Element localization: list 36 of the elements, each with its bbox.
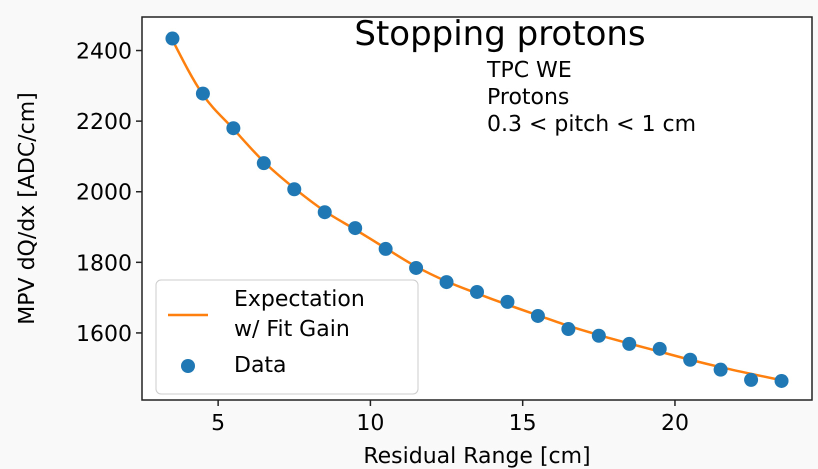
legend-label: Expectation w/ Fit Gain [234, 287, 365, 342]
point [287, 182, 302, 196]
point [500, 294, 514, 309]
point [622, 336, 636, 351]
point [530, 308, 545, 323]
point [256, 156, 271, 170]
x-axis-title: Residual Range [cm] [363, 444, 591, 469]
x-tick-label: 5 [211, 411, 226, 436]
point [561, 322, 576, 336]
point [165, 32, 180, 46]
annotation: TPC WE Protons 0.3 < pitch < 1 cm [486, 58, 696, 137]
point [409, 260, 424, 275]
x-tick-label: 10 [356, 411, 384, 436]
y-tick-label: 2400 [76, 40, 132, 65]
point [714, 362, 728, 377]
point [744, 372, 758, 387]
y-tick-label: 1800 [76, 251, 132, 276]
point [592, 328, 606, 343]
point [318, 205, 332, 220]
y-tick-label: 2000 [76, 180, 132, 206]
legend-label: Data [234, 353, 287, 378]
x-tick-label: 20 [660, 411, 689, 436]
point [470, 284, 484, 299]
point [683, 352, 698, 367]
y-tick-label: 2200 [76, 110, 132, 136]
y-tick-label: 1600 [76, 322, 132, 347]
point [226, 121, 240, 136]
point [440, 275, 454, 290]
point [348, 221, 362, 236]
point [196, 86, 210, 101]
x-tick-label: 15 [508, 411, 537, 436]
point [378, 242, 393, 256]
y-axis-title: MPV dQ/dx [ADC/cm] [15, 92, 40, 325]
chart-title: Stopping protons [354, 14, 646, 54]
point [652, 342, 667, 356]
point [774, 374, 789, 388]
